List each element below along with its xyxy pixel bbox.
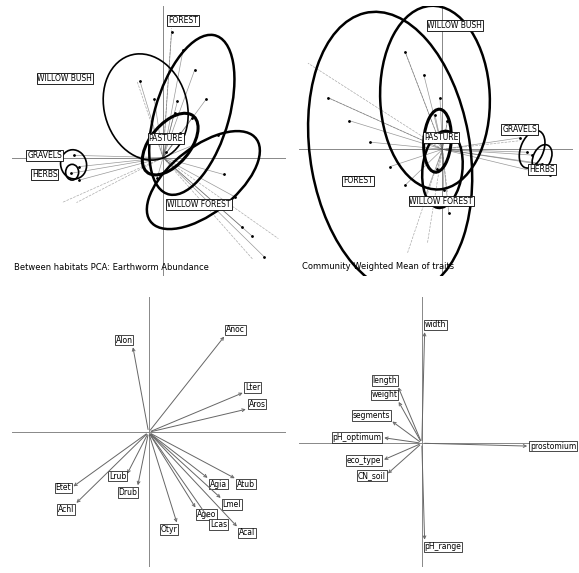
Text: prostomium: prostomium: [530, 442, 576, 450]
Text: HERBS: HERBS: [529, 165, 555, 174]
Text: WILLOW BUSH: WILLOW BUSH: [427, 21, 482, 30]
Text: Between habitats PCA: Earthworm Abundance: Between habitats PCA: Earthworm Abundanc…: [14, 264, 210, 272]
Text: PASTURE: PASTURE: [424, 134, 459, 142]
Text: PASTURE: PASTURE: [149, 134, 183, 143]
Text: Aros: Aros: [248, 399, 266, 409]
Text: HERBS: HERBS: [32, 170, 57, 179]
Text: pH_optimum: pH_optimum: [332, 433, 382, 442]
Text: segments: segments: [353, 411, 390, 420]
Text: Acal: Acal: [239, 528, 255, 537]
Text: length: length: [373, 376, 397, 385]
Text: WILLOW BUSH: WILLOW BUSH: [38, 74, 93, 83]
Text: Ageo: Ageo: [197, 510, 217, 519]
Text: CN_soil: CN_soil: [358, 471, 386, 480]
Text: Alon: Alon: [115, 336, 133, 344]
Text: width: width: [424, 320, 446, 329]
Text: weight: weight: [371, 390, 397, 399]
Text: Otyr: Otyr: [161, 525, 178, 534]
Text: FOREST: FOREST: [168, 16, 198, 25]
Text: Agia: Agia: [210, 480, 227, 489]
Text: Lter: Lter: [245, 383, 261, 392]
Text: WILLOW FOREST: WILLOW FOREST: [409, 197, 473, 206]
Text: Drub: Drub: [119, 488, 137, 497]
Text: WILLOW FOREST: WILLOW FOREST: [167, 201, 231, 209]
Text: FOREST: FOREST: [343, 176, 373, 186]
Text: pH_range: pH_range: [424, 543, 461, 551]
Text: Atub: Atub: [237, 480, 255, 489]
Text: eco_type: eco_type: [347, 456, 382, 465]
Text: GRAVELS: GRAVELS: [503, 125, 537, 134]
Text: Anoc: Anoc: [226, 325, 245, 335]
Text: Lcas: Lcas: [210, 520, 227, 529]
Text: Community Weighted Mean of traits: Community Weighted Mean of traits: [302, 262, 454, 272]
Text: Lrub: Lrub: [109, 472, 126, 481]
Text: Achl: Achl: [58, 505, 75, 514]
Text: Etet: Etet: [56, 484, 71, 492]
Text: Lmel: Lmel: [223, 500, 241, 509]
Text: GRAVELS: GRAVELS: [27, 151, 62, 160]
